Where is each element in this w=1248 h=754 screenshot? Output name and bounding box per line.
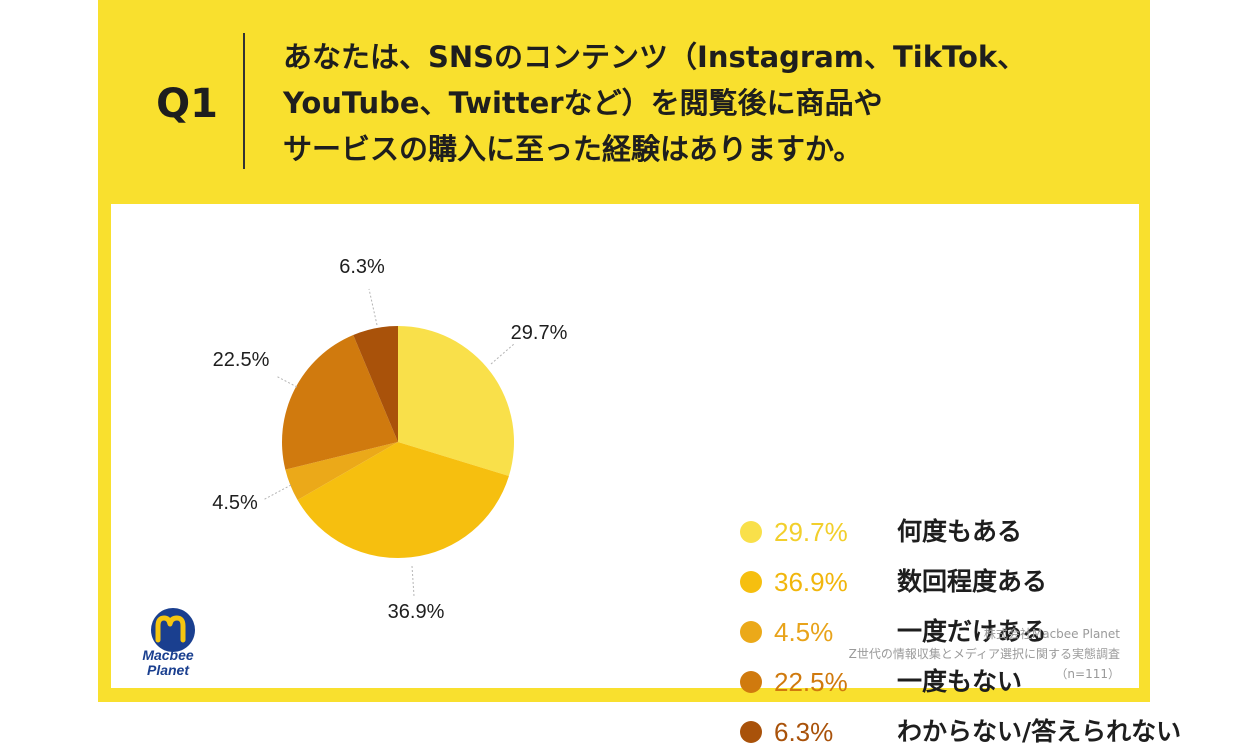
slice-data-label-2: 36.9% <box>388 601 445 623</box>
legend-item-3: 4.5% 一度だけある <box>735 610 1215 654</box>
legend-label: 一度だけある <box>897 617 1048 646</box>
pie-slice-2 <box>297 442 509 559</box>
leader-line-5 <box>368 288 378 326</box>
pie-slice-5 <box>353 326 398 442</box>
leader-line-3 <box>262 484 292 501</box>
question-line-2: YouTube、Twitterなど）を閲覧後に商品や <box>283 86 883 120</box>
logo-m-mark <box>155 615 186 643</box>
chart-card: 29.7% 36.9% 4.5% 22.5% 6.3% 29.7% 何度もある 36.9… <box>111 204 1181 747</box>
slice-data-label-5: 6.3% <box>339 256 385 278</box>
legend-label: わからない/答えられない <box>897 717 1182 746</box>
legend-item-4: 22.5% 一度もない <box>735 660 1215 704</box>
macbee-planet-logo <box>151 608 195 652</box>
credit-sample: （n=111） <box>1055 667 1120 681</box>
question-line-3: サービスの購入に至った経験はありますか。 <box>283 132 863 166</box>
pie-slice-3 <box>285 442 398 500</box>
legend-value: 36.9% <box>774 567 848 597</box>
logo-wordmark: Macbee Planet <box>118 648 218 678</box>
legend-value: 22.5% <box>774 667 848 697</box>
question-line-1: あなたは、SNSのコンテンツ（Instagram、TikTok、 <box>283 40 1027 74</box>
leader-line-1 <box>490 343 515 365</box>
slice-data-label-3: 4.5% <box>212 492 258 514</box>
legend-item-1: 29.7% 何度もある <box>735 510 1215 554</box>
credit-survey: Z世代の情報収集とメディア選択に関する実態調査 <box>848 647 1120 661</box>
legend-label: 一度もない <box>897 667 1023 696</box>
pie-chart: 29.7% 36.9% 4.5% 22.5% 6.3% <box>212 256 568 623</box>
legend-value: 29.7% <box>774 517 848 547</box>
credit-company: 株式会社Macbee Planet <box>983 627 1120 641</box>
question-number: Q1 <box>156 81 218 127</box>
legend-dot <box>740 671 762 693</box>
legend-label: 数回程度ある <box>897 567 1048 596</box>
legend-label: 何度もある <box>897 517 1023 546</box>
pie-slice-1 <box>398 326 515 476</box>
legend-value: 4.5% <box>774 617 834 647</box>
legend-dot <box>740 571 762 593</box>
logo-line-2: Planet <box>146 662 189 678</box>
legend-dot <box>740 721 762 743</box>
legend-item-5: 6.3% わからない/答えられない <box>735 710 1215 754</box>
leader-line-2 <box>411 565 415 597</box>
slice-data-label-1: 29.7% <box>511 322 568 344</box>
leader-line-4 <box>275 375 298 388</box>
legend-dot <box>740 521 762 543</box>
logo-line-1: Macbee <box>142 647 194 663</box>
pie-slice-4 <box>281 334 398 470</box>
infographic: Q1 あなたは、SNSのコンテンツ（Instagram、TikTok、 YouT… <box>98 0 1181 747</box>
legend-item-2: 36.9% 数回程度ある <box>735 560 1215 604</box>
source-credit: 株式会社Macbee Planet Z世代の情報収集とメディア選択に関する実態調… <box>849 624 1120 684</box>
legend-value: 6.3% <box>774 717 834 747</box>
question-text: あなたは、SNSのコンテンツ（Instagram、TikTok、 YouTube… <box>283 34 1083 172</box>
header-divider <box>243 33 245 169</box>
legend-dot <box>740 621 762 643</box>
slice-data-label-4: 22.5% <box>213 349 270 371</box>
